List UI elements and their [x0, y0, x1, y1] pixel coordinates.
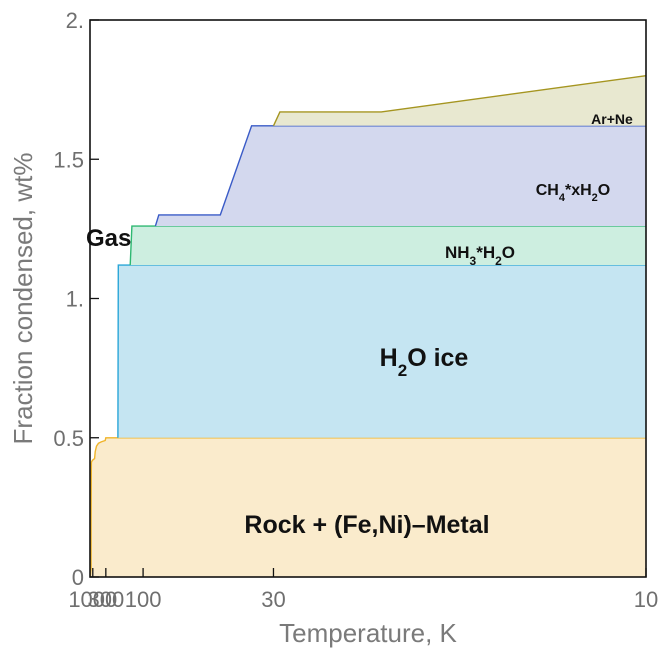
area-ch4-xh2o	[155, 125, 646, 227]
area-ar-ne	[273, 75, 646, 126]
label-rock-fe-ni-metal: Rock + (Fe,Ni)–Metal	[244, 511, 489, 539]
x-tick-label: 1000	[68, 587, 117, 612]
label-ch4-xh2o: CH4*xH2O	[536, 182, 611, 204]
label-h2o-ice: H2O ice	[380, 344, 469, 380]
y-tick-label: 1.	[66, 287, 84, 312]
area-rock-fe-ni-metal	[90, 437, 647, 577]
x-tick-label: 10	[634, 587, 658, 612]
y-tick-label: 0.5	[53, 426, 84, 451]
area-nh3-h2o	[130, 226, 646, 266]
label-nh3-h2o: NH3*H2O	[445, 243, 515, 268]
x-tick-label: 100	[125, 587, 162, 612]
boundary-rock-fe-ni-metal	[89, 437, 646, 578]
x-tick-label: 30	[261, 587, 285, 612]
x-axis-title: Temperature, K	[279, 618, 457, 648]
y-axis-title: Fraction condensed, wt%	[8, 153, 38, 445]
y-tick-label: 0	[72, 565, 84, 590]
y-tick-label: 1.5	[53, 147, 84, 172]
boundary-ar-ne	[272, 75, 647, 127]
region-labels: Rock + (Fe,Ni)–Metal H2O ice NH3*H2O CH4*xH…	[86, 111, 633, 539]
x-tick-label: 300	[87, 587, 124, 612]
y-tick-label: 2.	[66, 8, 84, 33]
area-h2o-ice	[117, 265, 646, 438]
y-axis-ticks: 0 0.5 1. 1.5 2.	[53, 8, 99, 590]
label-gas: Gas	[86, 225, 131, 252]
label-ar-ne: Ar+Ne	[591, 111, 633, 127]
condensate-areas	[89, 75, 647, 578]
